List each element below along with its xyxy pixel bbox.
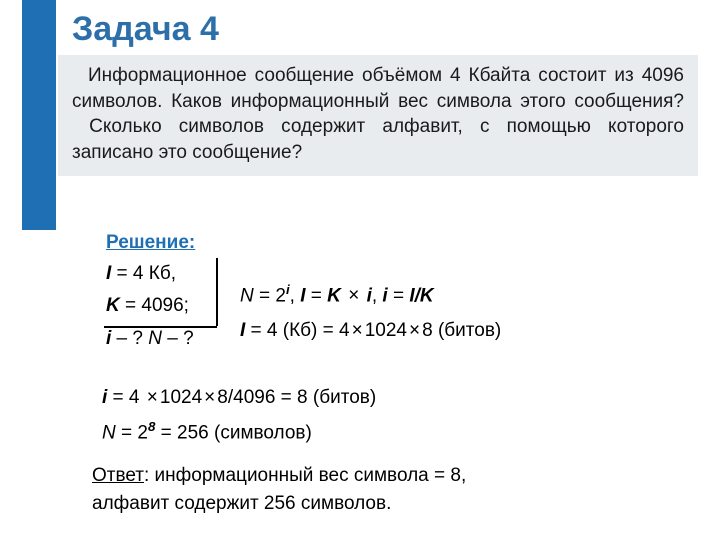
given-line3-end: – ? bbox=[162, 328, 194, 349]
answer-label: Ответ bbox=[92, 465, 144, 486]
f-eq2: = 2 bbox=[254, 285, 286, 306]
var-K: K bbox=[106, 295, 120, 316]
answer-block: Ответ: информационный вес символа = 8, а… bbox=[92, 462, 466, 517]
calc-row-2: N = 28 = 256 (символов) bbox=[102, 415, 376, 450]
f-sep2: , bbox=[372, 285, 383, 306]
calculation-block: i = 4 ×1024×8/4096 = 8 (битов) N = 28 = … bbox=[102, 380, 376, 451]
answer-line-1: Ответ: информационный вес символа = 8, bbox=[92, 462, 466, 490]
c2-b: = 256 (символов) bbox=[155, 422, 311, 443]
mult-icon: × bbox=[202, 380, 217, 415]
c1-a: = 4 bbox=[107, 387, 145, 408]
accent-sidebar bbox=[22, 0, 56, 230]
solution-heading: Решение: bbox=[106, 232, 195, 254]
given-line-I: I = 4 Кб, bbox=[106, 258, 194, 290]
given-line3-mid: – ? bbox=[111, 328, 148, 349]
given-line1-rest: = 4 Кб, bbox=[111, 263, 176, 284]
f2-b: 1024 bbox=[365, 320, 407, 341]
vertical-divider bbox=[216, 258, 218, 326]
f-IK: I/K bbox=[409, 285, 433, 306]
given-line2-rest: = 4096; bbox=[120, 295, 189, 316]
var-N: N bbox=[148, 328, 162, 349]
formula-row-2: I = 4 (Кб) = 4×1024×8 (битов) bbox=[240, 314, 501, 348]
given-line-K: K = 4096; bbox=[106, 290, 194, 322]
mult-icon: × bbox=[145, 380, 160, 415]
c1-c: 8/4096 = 8 (битов) bbox=[217, 387, 376, 408]
given-block: I = 4 Кб, K = 4096; i – ? N – ? bbox=[106, 258, 194, 355]
c1-b: 1024 bbox=[160, 387, 202, 408]
f2-c: 8 (битов) bbox=[422, 320, 501, 341]
mult-icon: × bbox=[346, 279, 361, 313]
f2-a: = 4 (Кб) = 4 bbox=[245, 320, 349, 341]
formulas-block: N = 2i, I = K × i, i = I/K I = 4 (Кб) = … bbox=[240, 278, 501, 348]
calc-row-1: i = 4 ×1024×8/4096 = 8 (битов) bbox=[102, 380, 376, 415]
c2-N: N bbox=[102, 422, 116, 443]
answer-line-2: алфавит содержит 256 символов. bbox=[92, 490, 466, 518]
task-title: Задача 4 bbox=[72, 10, 219, 49]
c2-a: = 2 bbox=[116, 422, 148, 443]
mult-icon: × bbox=[350, 314, 365, 348]
answer-rest1: : информационный вес символа = 8, bbox=[144, 465, 466, 486]
f-eq2b: = bbox=[388, 285, 410, 306]
f-N: N bbox=[240, 285, 254, 306]
f-sep1: , bbox=[290, 285, 301, 306]
horizontal-divider bbox=[104, 326, 217, 328]
f-eq: = bbox=[306, 285, 328, 306]
mult-icon: × bbox=[407, 314, 422, 348]
f-K: K bbox=[327, 285, 341, 306]
problem-statement: Информационное сообщение объёмом 4 Кбайт… bbox=[58, 55, 698, 176]
formula-row-1: N = 2i, I = K × i, i = I/K bbox=[240, 278, 501, 314]
